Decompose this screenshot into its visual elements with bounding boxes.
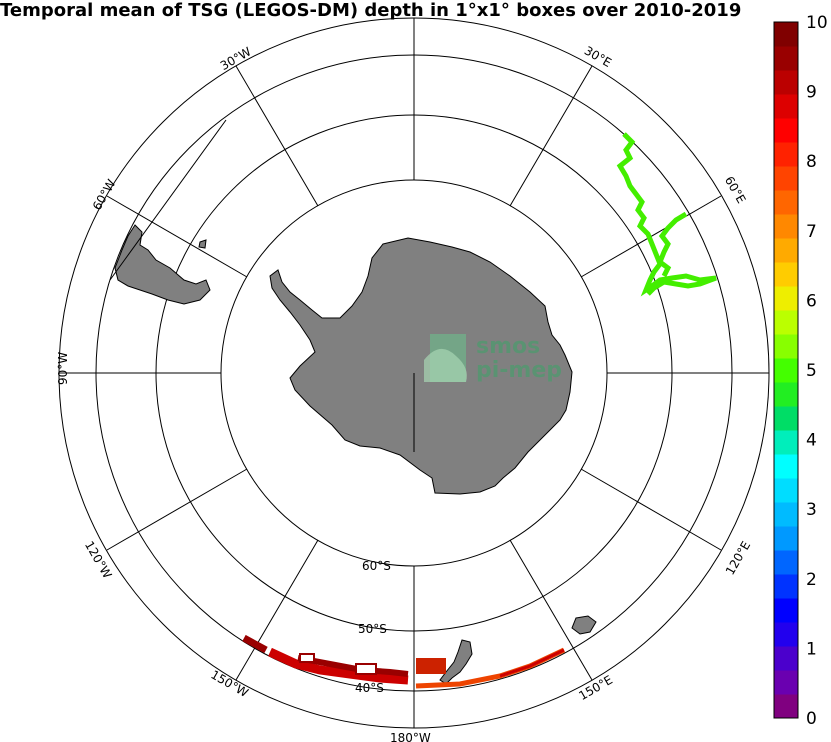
meridian-150w	[235, 539, 319, 681]
colorbar-ticks: 0 1 2 3 4 5 6 7 8 9 10	[806, 13, 828, 729]
watermark-line2: pi-mep	[476, 358, 562, 383]
lon-label-60w: 60°W	[90, 177, 119, 213]
colorbar-swatch	[774, 94, 798, 119]
south-america-landmass	[109, 119, 227, 305]
colorbar-tick-label: 2	[806, 570, 817, 590]
colorbar-swatch	[774, 406, 798, 431]
lon-label-60e: 60°E	[722, 174, 749, 206]
lon-label-180: 180°W	[390, 731, 431, 742]
colorbar-tick-label: 10	[806, 13, 828, 33]
meridian-150e	[509, 539, 593, 681]
lon-label-30e: 30°E	[582, 43, 614, 70]
colorbar-swatch	[774, 142, 798, 167]
colorbar-swatch	[774, 214, 798, 239]
colorbar-frame	[773, 21, 799, 719]
colorbar-swatch	[774, 334, 798, 359]
lon-label-30w: 30°W	[218, 44, 254, 73]
colorbar-swatch	[774, 574, 798, 599]
colorbar-swatch	[774, 526, 798, 551]
colorbar-swatch	[774, 622, 798, 647]
graticule-meridians	[59, 18, 769, 728]
colorbar-swatch	[774, 310, 798, 335]
colorbar-swatch	[774, 598, 798, 623]
meridian-120w	[106, 468, 248, 551]
colorbar-swatch	[774, 478, 798, 503]
map-title: Temporal mean of TSG (LEGOS-DM) depth in…	[0, 0, 742, 21]
lon-label-150w: 150°W	[208, 667, 250, 700]
colorbar-swatch	[774, 286, 798, 311]
watermark-line1: smos	[476, 334, 540, 359]
colorbar-tick-label: 5	[806, 361, 817, 381]
meridian-60w	[106, 195, 248, 278]
colorbar-swatch	[774, 382, 798, 407]
meridian-120e	[580, 468, 722, 551]
new-zealand-landmass	[439, 615, 597, 685]
colorbar-swatch	[774, 550, 798, 575]
colorbar-tick-label: 0	[806, 709, 817, 729]
colorbar-swatch	[774, 238, 798, 263]
lon-label-120w: 120°W	[82, 539, 115, 581]
colorbar-swatch	[774, 454, 798, 479]
lat-label-40s: 40°S	[355, 681, 384, 695]
colorbar-tick-label: 7	[806, 222, 817, 242]
lon-label-90w: 90°W	[56, 352, 70, 385]
colorbar-swatch	[774, 694, 798, 719]
track-red-south	[242, 634, 566, 689]
lon-label-120e: 120°E	[723, 539, 753, 578]
colorbar-swatch	[774, 46, 798, 71]
colorbar-tick-label: 9	[806, 83, 817, 103]
lon-label-150e: 150°E	[576, 673, 615, 703]
colorbar-swatch	[774, 430, 798, 455]
colorbar	[773, 21, 799, 719]
latitude-labels: 60°S 50°S 40°S	[355, 559, 391, 695]
colorbar-swatch	[774, 646, 798, 671]
colorbar-swatch	[774, 262, 798, 287]
colorbar-swatch	[774, 358, 798, 383]
colorbar-swatch	[774, 166, 798, 191]
colorbar-tick-label: 1	[806, 639, 817, 659]
colorbar-tick-label: 3	[806, 500, 817, 520]
colorbar-swatch	[774, 190, 798, 215]
meridian-30w	[235, 65, 319, 207]
colorbar-swatch	[774, 22, 798, 47]
colorbar-tick-label: 6	[806, 291, 817, 311]
colorbar-swatch	[774, 670, 798, 695]
colorbar-swatch	[774, 118, 798, 143]
meridian-30e	[509, 65, 593, 207]
track-green-east	[616, 132, 717, 297]
colorbar-swatch	[774, 502, 798, 527]
colorbar-tick-label: 4	[806, 431, 817, 451]
smos-pimep-watermark: smos pi-mep	[424, 334, 562, 383]
lat-label-60s: 60°S	[362, 559, 391, 573]
colorbar-swatch	[774, 70, 798, 95]
antarctica-landmass	[269, 237, 573, 495]
lat-label-50s: 50°S	[358, 622, 387, 636]
colorbar-tick-label: 8	[806, 152, 817, 172]
